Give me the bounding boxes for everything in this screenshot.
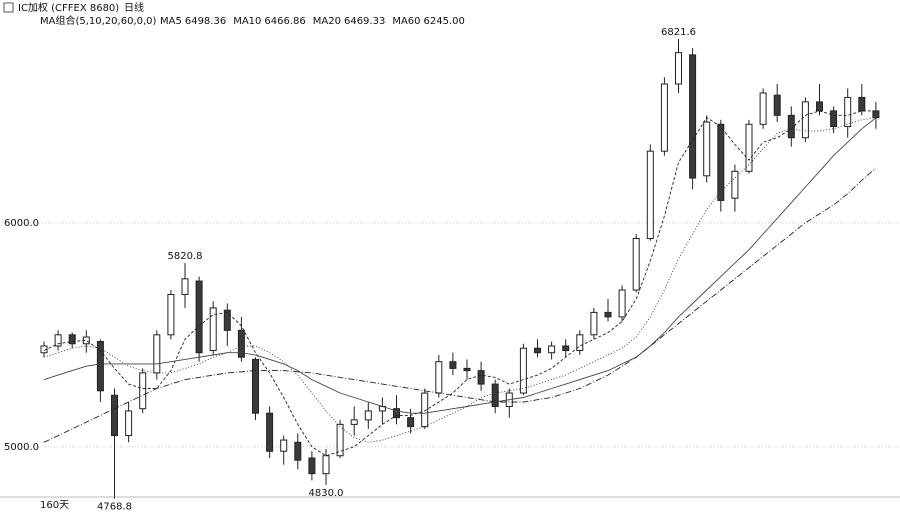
candle-body [280,439,288,452]
candle-body [336,423,344,457]
icon [3,2,14,13]
y-tick-label: 5000.0 [4,442,39,453]
candle-body [181,278,189,295]
candle-body [350,419,358,425]
candle-body [54,334,62,347]
candle-body [534,347,541,354]
low-label: 4830.0 [309,488,344,499]
y-tick-label: 6000.0 [4,218,39,229]
candle-body [195,280,203,354]
candle-body [449,361,457,369]
candle-body [252,358,259,414]
candle-body [519,347,527,394]
candle-body [294,441,302,461]
candle-body [153,334,161,374]
candle-body [111,394,118,437]
candle-body [548,345,556,354]
candle-body [759,92,767,125]
high-label: 5820.8 [168,251,203,262]
ma-line [43,117,877,414]
candle-body [435,361,443,394]
span-label: 160天 [40,500,69,511]
candle-body [618,289,626,318]
candle-body [703,121,711,177]
legend-name: MA5 [160,16,182,27]
ma-line [43,117,876,443]
candle-body [308,457,316,475]
candle-body [266,412,274,452]
candle-body [463,367,471,372]
candle-body [745,123,753,172]
candle-body [787,114,795,139]
legend-name: MA20 [313,16,341,27]
candle-body [632,238,640,291]
candle-body [209,307,217,351]
candle-body [801,101,809,139]
candle-body [96,341,104,392]
low-label: 4768.8 [97,502,132,512]
legend-value: 6469.33 [344,16,385,27]
candle-body [421,392,429,428]
candle-body [717,123,725,201]
candle-body [68,334,76,345]
legend-value: 6498.36 [185,16,226,27]
candle-body [830,110,838,128]
candle-body [872,110,880,119]
ma-line [43,167,877,443]
candle-body [590,311,598,336]
period-selector[interactable]: 日线 [124,1,144,14]
legend-value: 6245.00 [424,16,465,27]
legend-value: 6466.86 [264,16,305,27]
candle-body [407,417,415,428]
candle-body [773,94,781,116]
candle-body [40,345,48,354]
legend-name: MA60 [392,16,420,27]
candle-body [364,410,372,421]
candle-body [816,101,823,112]
indicator-selector[interactable]: MA组合(5,10,20,60,0,0) [40,14,157,27]
candle-body [731,170,739,199]
candle-body [237,329,245,358]
candle-body [139,372,147,410]
candle-body [322,455,330,475]
candle-body [562,345,570,351]
instrument-title: IC加权 (CFFEX 8680) [18,1,119,14]
candle-body [646,150,654,240]
candle-body [675,52,682,85]
candle-body [858,96,866,112]
candle-body [393,408,400,419]
legend-name: MA10 [233,16,261,27]
candle-body [167,293,175,336]
candle-body [604,311,612,318]
ma-line [43,110,876,457]
candle-body [223,309,231,331]
high-label: 6821.6 [661,27,696,38]
candle-body [491,383,499,407]
candle-body [477,370,485,385]
candle-body [125,410,133,437]
candle-body [689,54,697,179]
candle-body [576,334,584,351]
candle-body [844,96,852,128]
candle-body [660,83,668,152]
